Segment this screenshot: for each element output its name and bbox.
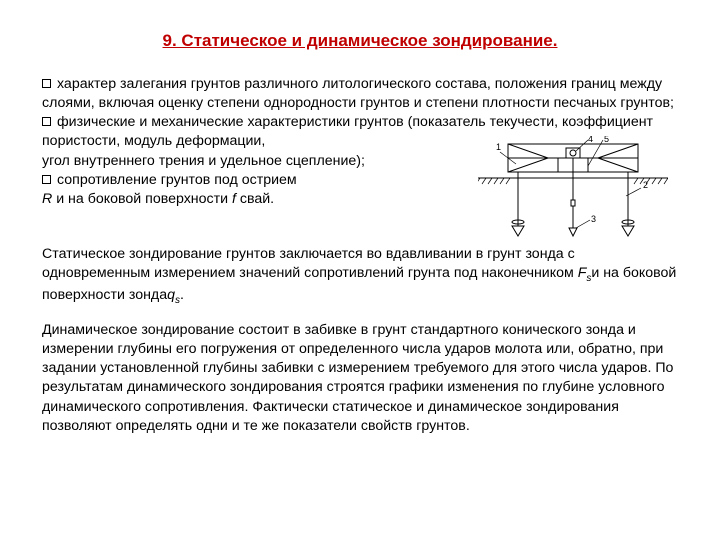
- square-bullet-icon: [42, 79, 51, 88]
- bullet-3b: R и на боковой поверхности f свай.: [42, 191, 274, 207]
- bullet-2b: угол внутреннего трения и удельное сцепл…: [42, 153, 365, 169]
- square-bullet-icon: [42, 175, 51, 184]
- bullet-3: сопротивление грунтов под острием: [57, 172, 297, 188]
- square-bullet-icon: [42, 117, 51, 126]
- fig-label-1: 1: [496, 142, 501, 152]
- fig-label-2: 2: [643, 180, 648, 190]
- fig-label-5: 5: [604, 136, 609, 144]
- paragraph-static: Статическое зондирование грунтов заключа…: [42, 245, 678, 307]
- fig-label-3: 3: [591, 214, 596, 224]
- sounding-rig-diagram: 1 2 3 4 5: [478, 136, 668, 244]
- fig-label-4: 4: [588, 136, 593, 144]
- page-title: 9. Статическое и динамическое зондирован…: [42, 30, 678, 53]
- paragraph-dynamic: Динамическое зондирование состоит в заби…: [42, 321, 678, 436]
- bullet-1: характер залегания грунтов различного ли…: [42, 76, 674, 111]
